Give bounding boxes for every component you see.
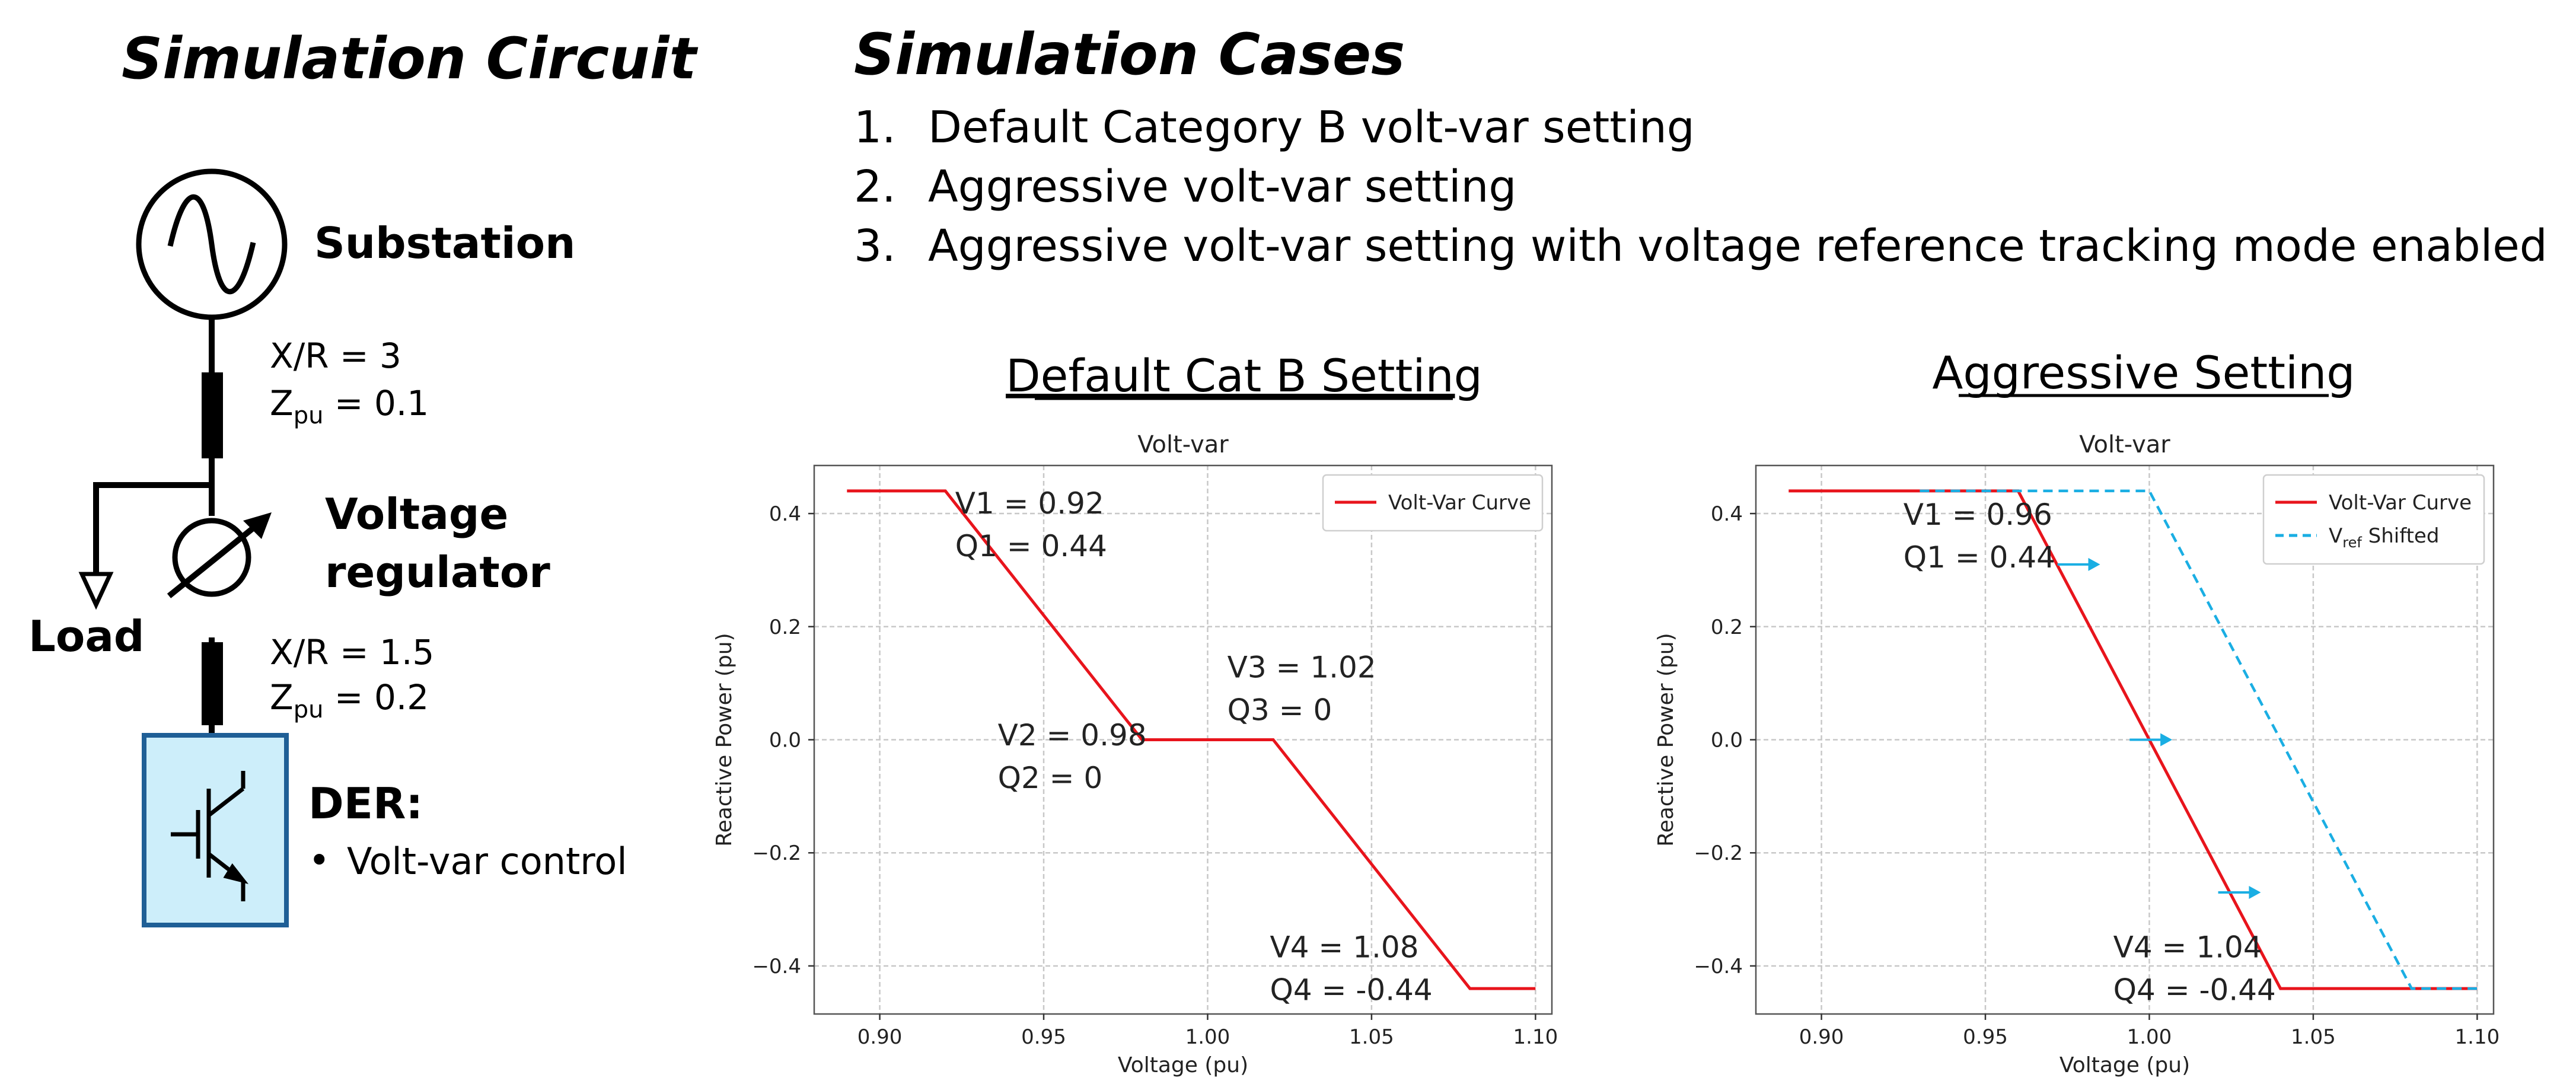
der-box	[142, 733, 289, 927]
case-num: 2.	[854, 161, 896, 212]
legend-box	[2262, 474, 2485, 565]
x-tick-label: 1.10	[1513, 1025, 1558, 1049]
x-tick-label: 0.95	[1963, 1025, 2008, 1049]
line-impedance-1-icon	[202, 372, 223, 458]
annotation-label: V1 = 0.96	[1904, 498, 2052, 532]
plot-title: Volt-var	[2079, 431, 2170, 458]
annotation-label: Q1 = 0.44	[1904, 540, 2055, 575]
y-tick-label: −0.4	[752, 955, 801, 978]
x-tick-label: 0.90	[857, 1025, 903, 1049]
series-line	[847, 489, 1536, 990]
regulator-label-1: Voltage	[325, 489, 508, 539]
x-tick-label: 1.05	[2291, 1025, 2336, 1049]
y-tick-label: −0.2	[752, 841, 801, 865]
x-tick-label: 0.95	[1021, 1025, 1066, 1049]
shift-arrow-head	[2160, 733, 2173, 747]
y-tick-label: 0.0	[769, 729, 801, 752]
plot-title: Volt-var	[1137, 431, 1229, 458]
y-tick-label: 0.0	[1711, 729, 1743, 752]
y-tick-label: −0.4	[1694, 955, 1743, 978]
cases-heading: Simulation Cases	[854, 21, 1405, 88]
annotation-label: V4 = 1.04	[2113, 930, 2262, 965]
line1-z: Zpu = 0.1	[270, 383, 429, 429]
der-item: Volt-var control	[347, 840, 627, 883]
substation-label: Substation	[314, 218, 575, 268]
load-arrow-icon	[78, 572, 114, 610]
regulator-label-2: regulator	[325, 547, 550, 597]
line2-z: Zpu = 0.2	[270, 677, 429, 723]
chart-heading-aggressive: Aggressive Setting	[1932, 346, 2355, 399]
chart-heading-default: Default Cat B Setting	[1006, 349, 1483, 402]
chart-aggressive: Volt-var 0.90 0.95 1.00 1.05 1.10 −0.4 −0.2 0.0 0…	[1654, 431, 2500, 1077]
circuit-heading: Simulation Circuit	[122, 25, 698, 92]
der-label: DER:	[308, 779, 423, 828]
substation-source-icon	[136, 168, 288, 320]
legend-label: Vref Shifted	[2329, 524, 2439, 551]
annotation-label: V4 = 1.08	[1270, 930, 1419, 965]
annotation-label: V3 = 1.02	[1228, 650, 1376, 685]
annotation-label: Q1 = 0.44	[955, 529, 1107, 563]
line1-xr: X/R = 3	[270, 336, 401, 376]
igbt-icon	[171, 771, 249, 901]
line-impedance-2-icon	[202, 642, 223, 725]
legend-label: Volt-Var Curve	[2329, 491, 2472, 515]
annotation-label: Q3 = 0	[1228, 693, 1332, 728]
y-axis-label: Reactive Power (pu)	[1654, 633, 1678, 846]
x-tick-label: 1.05	[1349, 1025, 1394, 1049]
cases-list: 1. Default Category B volt-var setting 2…	[854, 102, 2548, 272]
series-line	[1920, 489, 2478, 990]
shift-arrow-head	[2249, 885, 2261, 899]
line2-xr: X/R = 1.5	[270, 632, 434, 672]
x-tick-label: 0.90	[1799, 1025, 1844, 1049]
y-tick-label: 0.4	[1711, 502, 1743, 526]
y-tick-label: 0.2	[769, 616, 801, 639]
y-tick-label: 0.4	[769, 502, 801, 526]
case-num: 1.	[854, 102, 896, 153]
x-axis-label: Voltage (pu)	[1118, 1053, 1248, 1077]
case-num: 3.	[854, 221, 896, 272]
x-tick-label: 1.10	[2455, 1025, 2500, 1049]
x-tick-label: 1.00	[2127, 1025, 2172, 1049]
annotation-label: Q4 = -0.44	[2113, 973, 2276, 1007]
y-axis-label: Reactive Power (pu)	[712, 633, 737, 846]
y-tick-label: −0.2	[1694, 841, 1743, 865]
voltage-regulator-icon	[167, 512, 272, 598]
case-text: Aggressive volt-var setting	[928, 161, 1516, 212]
legend-label: Volt-Var Curve	[1388, 491, 1531, 515]
annotation-label: V2 = 0.98	[998, 718, 1147, 752]
x-axis-label: Voltage (pu)	[2059, 1053, 2190, 1077]
case-text: Default Category B volt-var setting	[928, 102, 1695, 153]
der-bullet: •	[308, 838, 330, 882]
case-text: Aggressive volt-var setting with voltage…	[928, 221, 2548, 272]
load-label: Load	[28, 611, 144, 661]
annotation-label: Q4 = -0.44	[1270, 973, 1433, 1007]
legend-box	[1322, 474, 1544, 532]
shift-arrow-head	[2088, 557, 2100, 571]
y-tick-label: 0.2	[1711, 616, 1743, 639]
chart-default-cat-b: Volt-var 0.90 0.95 1.00 1.05 1.10 −0.4 −0.2 0.0 0…	[712, 431, 1558, 1077]
annotation-label: V1 = 0.92	[955, 486, 1104, 521]
x-tick-label: 1.00	[1185, 1025, 1230, 1049]
annotation-label: Q2 = 0	[998, 761, 1103, 795]
